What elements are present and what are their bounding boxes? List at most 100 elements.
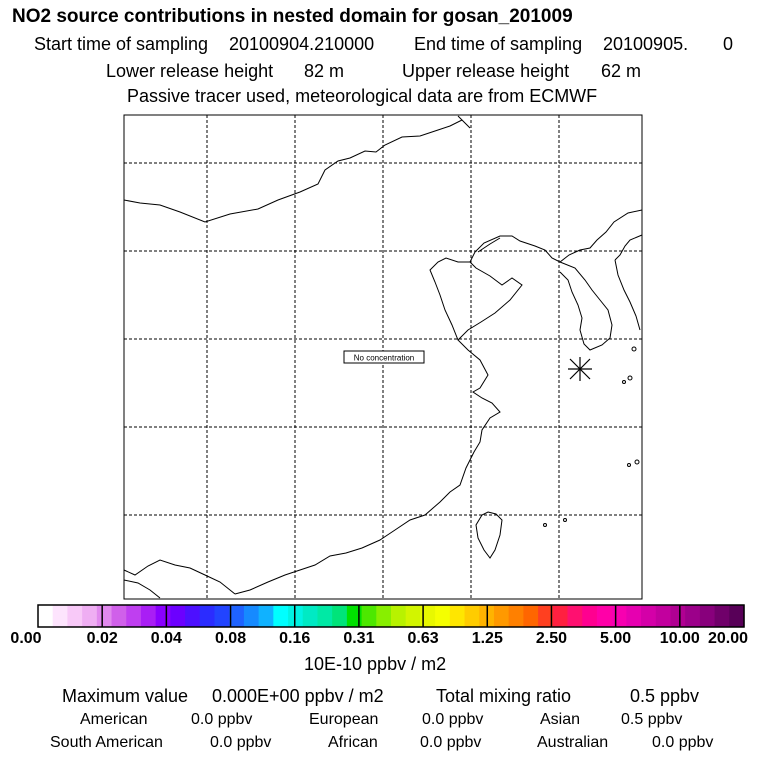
colorbar-cell [464, 605, 480, 627]
colorbar-cell [508, 605, 524, 627]
colorbar-cell [317, 605, 333, 627]
region-value: 0.0 ppbv [422, 711, 484, 728]
total-mixing-ratio-value: 0.5 ppbv [630, 686, 700, 706]
coastline [234, 261, 523, 595]
colorbar-cell [670, 605, 686, 627]
colorbar-cell [155, 605, 171, 627]
colorbar-frame [37, 604, 745, 628]
region-value: 0.0 ppbv [652, 734, 714, 751]
colorbar-cell [655, 605, 672, 627]
colorbar-label: 0.00 [10, 630, 42, 647]
colorbar-label: 5.00 [600, 630, 632, 647]
colorbar-cell [38, 605, 54, 627]
border-line [123, 559, 236, 595]
colorbar-label: 10.00 [659, 630, 700, 647]
end-time-label: End time of sampling [414, 34, 583, 54]
lower-height-label: Lower release height [106, 61, 274, 81]
region-value: 0.5 ppbv [621, 711, 683, 728]
colorbar-cell [111, 605, 127, 627]
colorbar-label: 0.63 [407, 630, 439, 647]
colorbar-label: 0.16 [279, 630, 311, 647]
colorbar-label: 0.31 [343, 630, 375, 647]
colorbar-cell [493, 605, 510, 627]
taiwan-island [475, 511, 503, 559]
island [631, 346, 637, 352]
tracer-note: Passive tracer used, meteorological data… [127, 86, 598, 106]
colorbar-cell [523, 605, 539, 627]
colorbar-cell [126, 605, 142, 627]
colorbar-label: 0.02 [86, 630, 118, 647]
colorbar-label: 20.00 [707, 630, 749, 647]
start-time-value: 20100904.210000 [229, 34, 375, 54]
region-value: 0.0 ppbv [210, 734, 272, 751]
colorbar-cell [611, 605, 627, 627]
colorbar-cell [302, 605, 319, 627]
colorbar-cell [214, 605, 230, 627]
region-name: South American [50, 734, 163, 751]
start-time-label: Start time of sampling [34, 34, 209, 54]
colorbar-cell [52, 605, 69, 627]
colorbar [37, 604, 745, 628]
colorbar-cell [273, 605, 289, 627]
coastline [614, 259, 641, 331]
region-value: 0.0 ppbv [191, 711, 253, 728]
region-name: European [309, 711, 379, 728]
upper-height-label: Upper release height [402, 61, 570, 81]
colorbar-cell [332, 605, 348, 627]
colorbar-cell [626, 605, 642, 627]
colorbar-cell [582, 605, 598, 627]
colorbar-cell [258, 605, 274, 627]
coastline [429, 257, 470, 341]
border-line [123, 579, 161, 599]
max-value-label: Maximum value [62, 686, 189, 706]
colorbar-label: 0.08 [214, 630, 247, 647]
colorbar-cell [229, 605, 245, 627]
colorbar-cell [140, 605, 157, 627]
colorbar-cell [641, 605, 657, 627]
colorbar-ticks [101, 605, 681, 627]
region-name: Asian [540, 711, 581, 728]
region-value: 0.0 ppbv [420, 734, 482, 751]
release-site-marker [568, 357, 592, 381]
colorbar-label: 1.25 [471, 630, 503, 647]
coastlines [123, 115, 643, 599]
no-concentration-label: No concentration [354, 354, 414, 363]
colorbar-cell [96, 605, 113, 627]
colorbar-cell [376, 605, 392, 627]
colorbar-cell [288, 605, 304, 627]
coastline [559, 261, 613, 351]
colorbar-label: 0.04 [150, 630, 182, 647]
end-time-extra: 0 [723, 34, 734, 54]
island [627, 375, 633, 381]
no-concentration-box [343, 350, 425, 364]
colorbar-cell [435, 605, 451, 627]
island [622, 380, 626, 384]
end-time-value: 20100905. [603, 34, 689, 54]
colorbar-unit: 10E-10 ppbv / m2 [304, 654, 447, 674]
colorbar-cell [538, 605, 554, 627]
map-title: NO2 source contributions in nested domai… [12, 6, 573, 27]
region-name: African [328, 734, 378, 751]
island [563, 518, 567, 522]
colorbar-cell [685, 605, 701, 627]
colorbar-cell [449, 605, 466, 627]
colorbar-cell [361, 605, 377, 627]
colorbar-cell [729, 605, 745, 627]
island [627, 463, 631, 467]
colorbar-cell [714, 605, 730, 627]
colorbar-cell [405, 605, 422, 627]
region-name: Australian [537, 734, 609, 751]
colorbar-cell [243, 605, 260, 627]
max-value: 0.000E+00 ppbv / m2 [212, 686, 384, 706]
island [634, 459, 640, 465]
colorbar-cell [567, 605, 583, 627]
colorbar-label: 2.50 [535, 630, 568, 647]
colorbar-cell [391, 605, 407, 627]
colorbar-cell [185, 605, 201, 627]
total-mixing-ratio-label: Total mixing ratio [436, 686, 572, 706]
border-line [123, 115, 471, 223]
colorbar-cell [170, 605, 186, 627]
map-panel: No concentration [123, 114, 643, 600]
colorbar-cell [199, 605, 216, 627]
colorbar-cell [552, 605, 569, 627]
